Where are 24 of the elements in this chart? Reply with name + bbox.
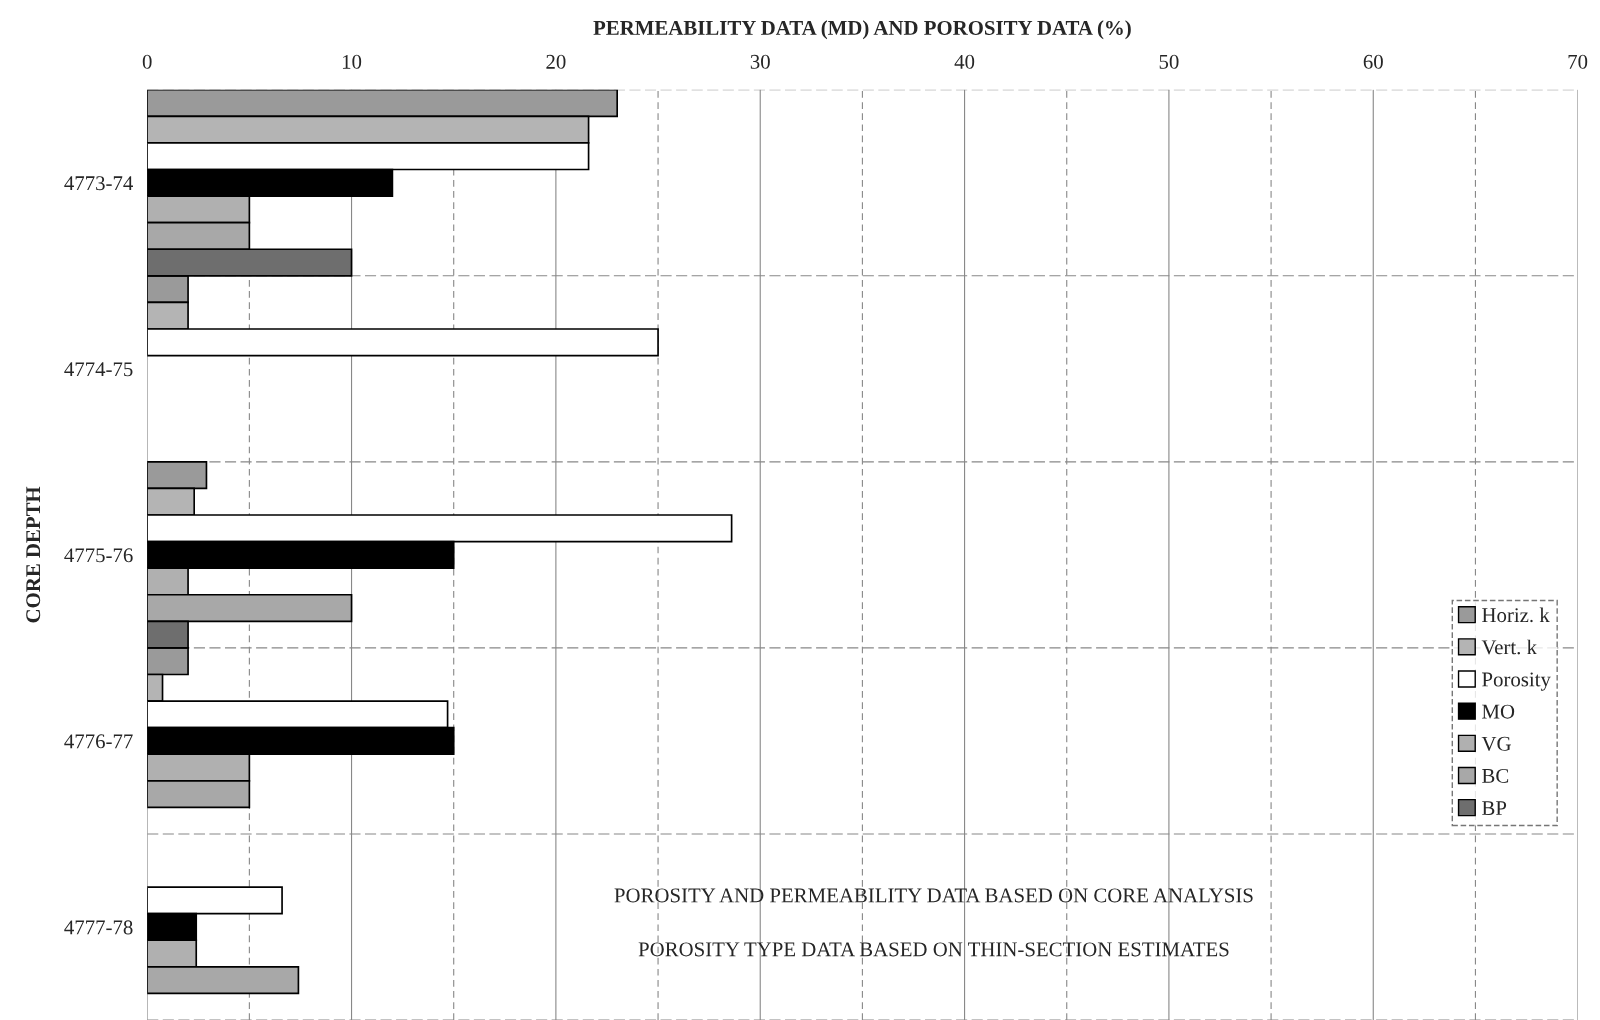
x-tick-label: 20 (546, 54, 566, 69)
legend-label: Horiz. k (1482, 607, 1550, 623)
y-tick-label: 4774-75 (64, 362, 133, 377)
x-tick-label: 0 (142, 54, 152, 69)
y-tick-label: 4775-76 (64, 548, 133, 563)
legend-label: BP (1482, 801, 1507, 815)
x-tick-label: 70 (1568, 54, 1588, 69)
x-tick-label: 60 (1363, 54, 1383, 69)
y-tick-label: 4773-74 (64, 176, 133, 191)
annotation: POROSITY AND PERMEABILITY DATA BASED ON CORE ANALYSIS (614, 888, 1253, 903)
x-tick-label: 50 (1159, 54, 1179, 69)
x-tick-label: 30 (750, 54, 770, 69)
y-axis-title: CORE DEPTH (26, 486, 41, 623)
legend-label: MO (1482, 704, 1515, 719)
x-tick-label: 10 (342, 54, 362, 69)
y-tick-label: 4776-77 (64, 734, 133, 749)
y-tick-label: 4777-78 (64, 920, 133, 935)
annotation: POROSITY TYPE DATA BASED ON THIN-SECTION ESTIMATES (638, 942, 1229, 957)
x-axis-title: PERMEABILITY DATA (MD) AND POROSITY DATA (%) (593, 20, 1131, 40)
legend-label: VG (1481, 736, 1511, 751)
legend-label: BC (1482, 768, 1509, 783)
legend-label: Porosity (1482, 672, 1551, 691)
legend-label: Vert. k (1481, 639, 1537, 655)
x-tick-label: 40 (954, 54, 975, 69)
